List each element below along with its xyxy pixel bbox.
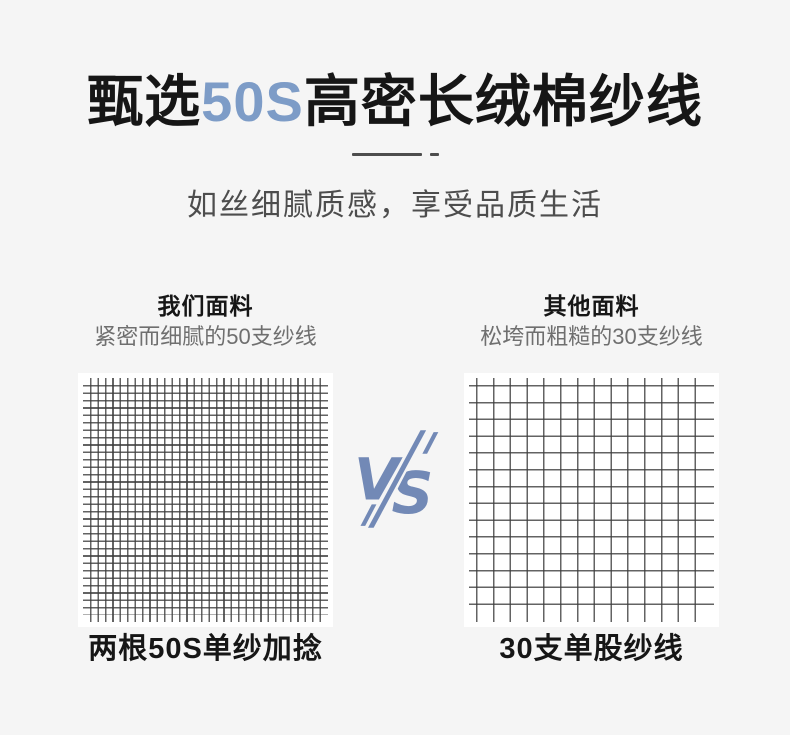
- divider-bar: [351, 153, 422, 156]
- ours-caption: 两根50S单纱加捻: [88, 633, 323, 665]
- fine-weave-grid: [78, 373, 333, 627]
- vs-accent-bottom: [360, 504, 377, 526]
- vs-slash: [368, 430, 427, 528]
- title-divider: [0, 153, 790, 156]
- others-heading: 其他面料: [543, 293, 640, 319]
- title-suffix: 高密长绒棉纱线: [303, 70, 703, 133]
- others-caption: 30支单股纱线: [499, 633, 684, 665]
- fine-weave-vertical-threads: [90, 378, 321, 622]
- ours-heading: 我们面料: [157, 293, 254, 319]
- title-highlight-50s: 50S: [201, 70, 304, 133]
- others-description: 松垮而粗糙的30支纱线: [480, 324, 703, 349]
- vs-lightning-icon: V S: [353, 429, 443, 529]
- subtitle: 如丝细腻质感，享受品质生活: [187, 189, 603, 222]
- vs-accent-top: [422, 432, 439, 454]
- divider-dash: [429, 153, 439, 156]
- ours-description: 紧密而细腻的50支纱线: [94, 324, 317, 349]
- coarse-weave-vertical-threads: [476, 378, 707, 622]
- page-title: 甄选50S高密长绒棉纱线: [0, 70, 790, 134]
- title-prefix: 甄选: [87, 70, 202, 133]
- coarse-weave-grid: [464, 373, 719, 627]
